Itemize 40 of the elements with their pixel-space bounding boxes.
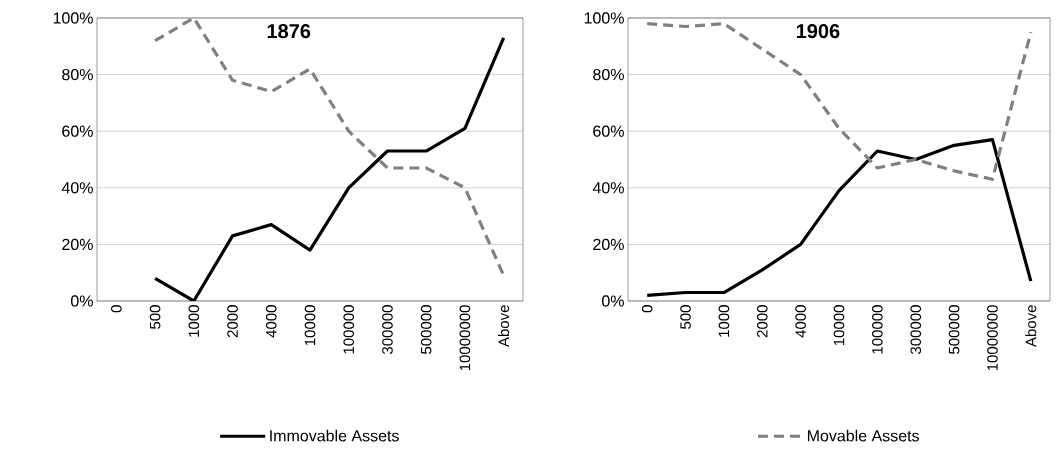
x-tick-label: 10000 <box>833 305 845 346</box>
y-tick-label: 20% <box>593 238 624 251</box>
x-tick-label: Above <box>498 305 510 348</box>
x-tick-label: 2000 <box>227 305 238 338</box>
x-tick-label: 500000 <box>420 305 432 354</box>
y-tick-label: 100% <box>584 12 624 24</box>
y-tick-label: 20% <box>62 238 93 251</box>
y-tick-label: 60% <box>62 125 93 137</box>
x-tick-label: 2000 <box>756 305 768 338</box>
y-tick-label: 0% <box>601 295 624 307</box>
x-tick-label: 4000 <box>795 305 806 338</box>
x-tick-label: 300000 <box>382 305 393 354</box>
y-tick-label: 40% <box>61 182 93 194</box>
x-tick-label: 10000 <box>304 305 316 346</box>
x-tick-label: 1000 <box>188 305 200 337</box>
x-tick-label: 10000000 <box>987 305 998 371</box>
x-tick-label: 100000 <box>872 305 883 354</box>
x-tick-label: 100000 <box>343 305 355 354</box>
x-tick-label: 500 <box>149 305 161 329</box>
x-tick-label: 0 <box>111 305 122 313</box>
y-tick-label: 0% <box>70 295 93 307</box>
legend-label: Movable Assets <box>807 429 919 442</box>
legend-label: Immovable Assets <box>270 429 399 442</box>
x-tick-label: 4000 <box>265 305 277 338</box>
x-tick-label: 500000 <box>948 305 960 354</box>
y-tick-label: 80% <box>62 68 93 81</box>
y-tick-label: 80% <box>593 68 624 81</box>
x-tick-label: 500 <box>680 305 691 329</box>
line-series <box>645 138 1033 297</box>
line-series <box>645 22 1033 181</box>
x-tick-label: 1000 <box>718 305 730 337</box>
y-tick-label: 60% <box>593 125 624 137</box>
x-tick-label: 300000 <box>910 305 922 354</box>
x-tick-label: 10000000 <box>459 305 471 371</box>
y-tick-label: 100% <box>53 12 93 24</box>
chart-title: 1876 <box>267 24 311 39</box>
y-tick-label: 40% <box>592 182 624 194</box>
x-tick-label: 0 <box>641 305 653 313</box>
chart-title: 1906 <box>796 24 840 39</box>
x-tick-label: Above <box>1025 305 1037 348</box>
